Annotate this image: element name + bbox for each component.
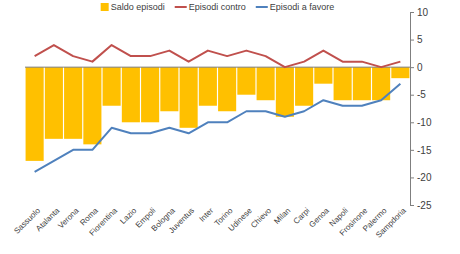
y-tick-mark (410, 177, 414, 178)
y-tick: -20 (410, 172, 432, 183)
bar (141, 67, 159, 122)
bar (334, 67, 352, 100)
bar (276, 67, 294, 117)
x-tick: Udinese (227, 206, 255, 234)
x-tick-label: Milan (272, 206, 292, 226)
legend: Saldo episodi Episodi contro Episodi a fav… (101, 2, 335, 12)
y-axis-line (411, 13, 415, 206)
legend-swatch (256, 6, 268, 8)
zero-line (25, 67, 410, 68)
x-tick: Juventus (167, 206, 196, 235)
bar (160, 67, 178, 111)
legend-swatch (101, 3, 109, 11)
bar (64, 67, 82, 139)
bar (314, 67, 332, 84)
bar (218, 67, 236, 111)
bar (180, 67, 198, 128)
bar (295, 67, 313, 106)
legend-item: Episodi a favore (256, 2, 335, 12)
x-tick: Verona (56, 206, 81, 231)
y-tick-mark (410, 205, 414, 206)
x-tick: Genoa (307, 206, 331, 230)
y-tick-mark (410, 12, 414, 13)
marks (26, 67, 410, 161)
x-tick-label: Chievo (249, 206, 273, 230)
y-tick: -5 (410, 89, 426, 100)
legend-item: Saldo episodi (101, 2, 165, 12)
legend-swatch (175, 6, 187, 8)
x-axis: SassuoloAtalantaVeronaRomaFiorentinaLazi… (12, 206, 408, 240)
y-tick-mark (410, 40, 414, 41)
line (35, 45, 401, 67)
y-tick-mark (410, 122, 414, 123)
x-tick-label: Frosinone (338, 206, 370, 238)
y-tick: -15 (410, 145, 432, 156)
x-tick-label: Verona (56, 206, 81, 231)
y-tick-label: 5 (417, 34, 423, 45)
y-axis: -25 -20 -15 -10 -5 0 5 10 (410, 7, 432, 211)
y-tick: 10 (410, 7, 429, 18)
legend-label: Episodi contro (189, 2, 246, 12)
y-tick-label: -20 (417, 172, 432, 183)
y-tick: 5 (410, 34, 423, 45)
x-tick: Milan (272, 206, 292, 226)
bar (353, 67, 371, 100)
x-tick-label: Juventus (167, 206, 196, 235)
bar (237, 67, 255, 95)
x-tick: Sampdoria (374, 206, 408, 240)
bar (257, 67, 275, 100)
bar (122, 67, 140, 122)
bar (199, 67, 217, 106)
legend-label: Episodi a favore (270, 2, 335, 12)
y-tick-mark (410, 67, 414, 68)
y-tick-label: -25 (417, 200, 432, 211)
y-tick: 0 (410, 62, 423, 73)
x-tick-label: Genoa (307, 206, 331, 230)
x-tick: Frosinone (338, 206, 370, 238)
y-tick-label: -15 (417, 145, 432, 156)
bar (45, 67, 63, 139)
x-tick: Atalanta (34, 206, 62, 234)
y-tick: -25 (410, 200, 432, 211)
bar (26, 67, 44, 161)
x-tick: Chievo (249, 206, 273, 230)
line (35, 84, 401, 172)
x-tick-label: Sampdoria (374, 206, 408, 240)
y-tick-mark (410, 150, 414, 151)
y-tick-mark (410, 95, 414, 96)
legend-item: Episodi contro (175, 2, 246, 12)
y-tick-label: -10 (417, 117, 432, 128)
x-tick: Fiorentina (87, 206, 119, 238)
y-tick: -10 (410, 117, 432, 128)
chart: -25 -20 -15 -10 -5 0 5 10 SassuoloAtalantaVerona… (0, 0, 460, 254)
x-tick-label: Atalanta (34, 206, 62, 234)
legend-label: Saldo episodi (111, 2, 165, 12)
plot: -25 -20 -15 -10 -5 0 5 10 SassuoloAtalantaVerona… (12, 7, 432, 240)
line-marks (35, 45, 401, 172)
x-tick-label: Udinese (227, 206, 255, 234)
y-tick-label: 0 (417, 62, 423, 73)
x-tick-label: Fiorentina (87, 206, 119, 238)
bar (83, 67, 101, 144)
bar (103, 67, 121, 106)
bar-series (26, 67, 410, 161)
y-tick-label: 10 (417, 7, 429, 18)
y-tick-label: -5 (417, 89, 426, 100)
bar (391, 67, 409, 78)
